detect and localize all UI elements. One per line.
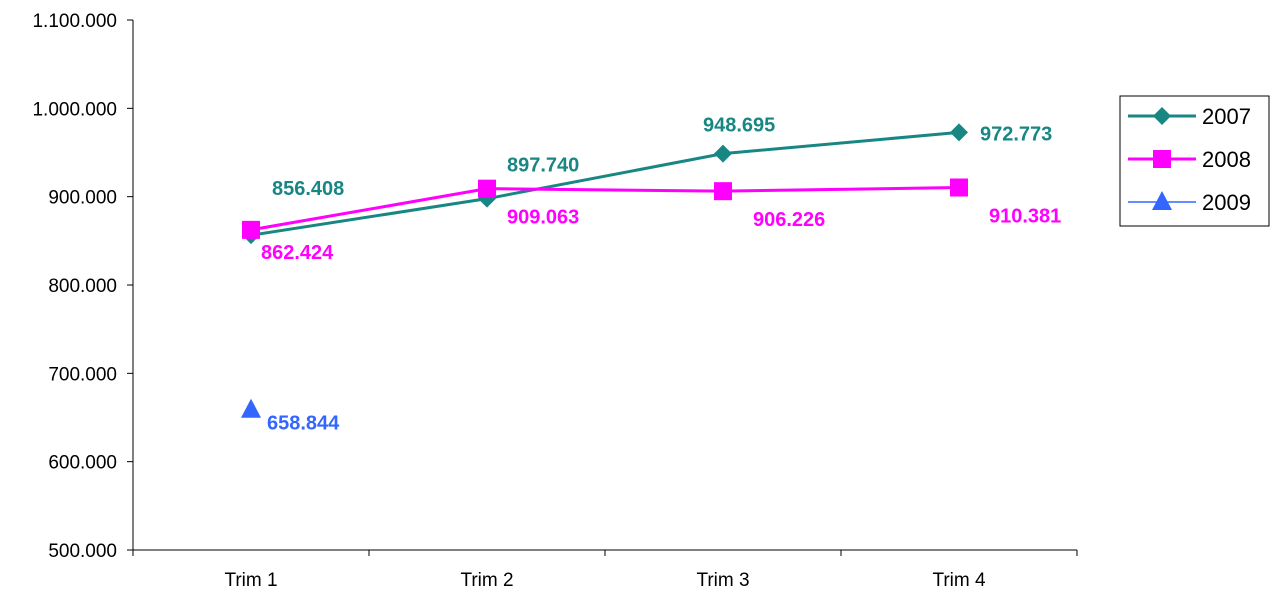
data-point-2007 bbox=[714, 144, 732, 163]
y-tick-label: 500.000 bbox=[48, 541, 117, 562]
data-point-2007 bbox=[950, 123, 968, 142]
legend-marker-2009 bbox=[1152, 191, 1172, 210]
data-point-2008 bbox=[242, 220, 260, 239]
data-label-2007: 972.773 bbox=[980, 123, 1052, 145]
data-point-2008 bbox=[478, 179, 496, 198]
y-ticks: 500.000 600.000 700.000 800.000 900.000 1.000… bbox=[32, 11, 133, 562]
data-label-2009: 658.844 bbox=[267, 413, 340, 435]
legend-label-2007: 2007 bbox=[1202, 104, 1251, 129]
data-label-2008: 909.063 bbox=[507, 207, 579, 229]
y-tick-label: 700.000 bbox=[48, 364, 117, 385]
legend-label-2009: 2009 bbox=[1202, 190, 1251, 215]
y-tick-label: 600.000 bbox=[48, 453, 117, 474]
y-tick-label: 900.000 bbox=[48, 188, 117, 209]
data-label-2007: 856.408 bbox=[272, 178, 344, 200]
x-tick-label: Trim 4 bbox=[932, 570, 986, 591]
legend: 2007 2008 2009 bbox=[1119, 95, 1270, 227]
x-tick-label: Trim 1 bbox=[224, 570, 277, 591]
data-point-2008 bbox=[714, 182, 732, 201]
x-tick-label: Trim 3 bbox=[696, 570, 749, 591]
data-label-2008: 906.226 bbox=[753, 209, 825, 231]
series-line-2007 bbox=[250, 130, 960, 237]
series-markers bbox=[241, 123, 968, 418]
y-tick-label: 1.100.000 bbox=[32, 11, 117, 32]
x-ticks: Trim 1 Trim 2 Trim 3 Trim 4 bbox=[132, 550, 1078, 591]
y-tick-label: 1.000.000 bbox=[32, 99, 117, 120]
legend-label-2008: 2008 bbox=[1202, 147, 1251, 172]
series-line-2008 bbox=[250, 185, 960, 232]
data-point-2008 bbox=[950, 178, 968, 197]
data-label-2008: 862.424 bbox=[261, 242, 334, 264]
series-lines bbox=[250, 130, 960, 237]
legend-marker-2008 bbox=[1153, 150, 1171, 168]
y-tick-label: 800.000 bbox=[48, 276, 117, 297]
axes bbox=[132, 20, 1077, 551]
data-labels: 856.408 897.740 948.695 972.773 862.424 909.0… bbox=[261, 115, 1061, 435]
data-label-2007: 948.695 bbox=[703, 115, 775, 137]
data-point-2009 bbox=[241, 398, 261, 418]
x-tick-label: Trim 2 bbox=[460, 570, 513, 591]
data-label-2007: 897.740 bbox=[507, 155, 579, 177]
data-label-2008: 910.381 bbox=[989, 205, 1061, 227]
legend-box bbox=[1119, 95, 1270, 227]
legend-marker-2007 bbox=[1153, 107, 1171, 125]
